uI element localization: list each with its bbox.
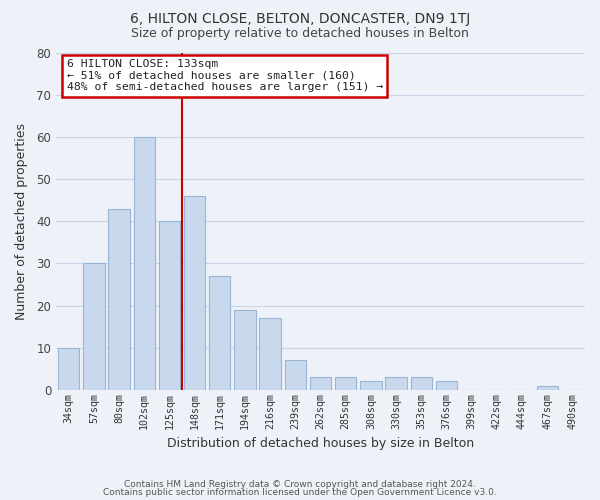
Text: Contains HM Land Registry data © Crown copyright and database right 2024.: Contains HM Land Registry data © Crown c…	[124, 480, 476, 489]
X-axis label: Distribution of detached houses by size in Belton: Distribution of detached houses by size …	[167, 437, 474, 450]
Bar	[436, 382, 457, 390]
Bar	[134, 137, 155, 390]
Bar	[159, 221, 180, 390]
Bar	[284, 360, 306, 390]
Text: 6 HILTON CLOSE: 133sqm
← 51% of detached houses are smaller (160)
48% of semi-de: 6 HILTON CLOSE: 133sqm ← 51% of detached…	[67, 59, 383, 92]
Bar	[209, 276, 230, 390]
Bar	[259, 318, 281, 390]
Y-axis label: Number of detached properties: Number of detached properties	[15, 122, 28, 320]
Text: Size of property relative to detached houses in Belton: Size of property relative to detached ho…	[131, 28, 469, 40]
Bar	[83, 264, 104, 390]
Bar	[58, 348, 79, 390]
Text: 6, HILTON CLOSE, BELTON, DONCASTER, DN9 1TJ: 6, HILTON CLOSE, BELTON, DONCASTER, DN9 …	[130, 12, 470, 26]
Text: Contains public sector information licensed under the Open Government Licence v3: Contains public sector information licen…	[103, 488, 497, 497]
Bar	[335, 377, 356, 390]
Bar	[310, 377, 331, 390]
Bar	[385, 377, 407, 390]
Bar	[536, 386, 558, 390]
Bar	[410, 377, 432, 390]
Bar	[360, 382, 382, 390]
Bar	[109, 208, 130, 390]
Bar	[234, 310, 256, 390]
Bar	[184, 196, 205, 390]
